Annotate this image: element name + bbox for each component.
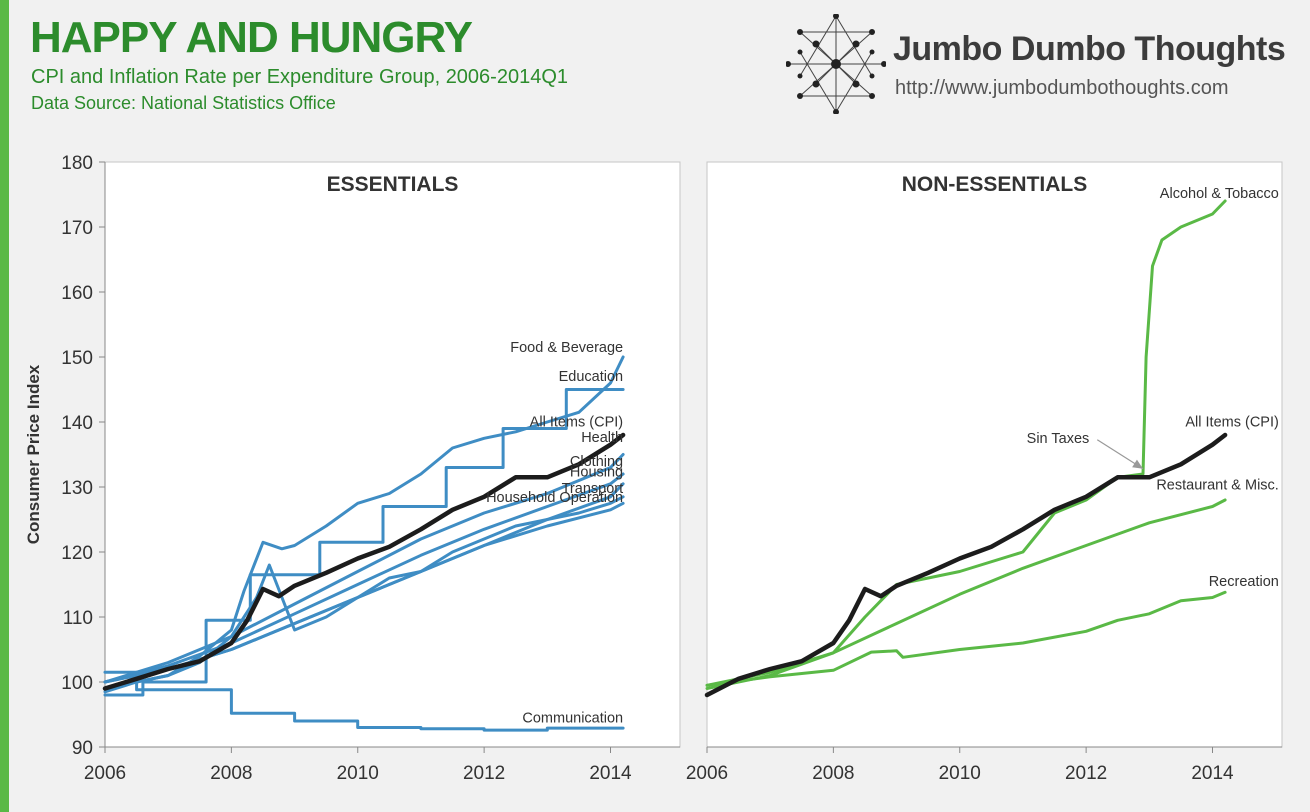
series-label-clothing: Clothing — [570, 454, 623, 470]
x-tick-label: 2012 — [1065, 763, 1107, 784]
series-line-health — [103, 453, 625, 684]
brand-name: Jumbo Dumbo Thoughts — [893, 30, 1286, 68]
series-line-all-items-cpi — [704, 432, 1228, 698]
brand-logo-icon — [786, 14, 886, 114]
brand-url: http://www.jumbodumbothoughts.com — [895, 77, 1229, 99]
series-label-transport: Transport — [562, 481, 624, 497]
series-line-recreation — [705, 590, 1227, 687]
y-tick-label: 110 — [63, 608, 93, 629]
series-label-household-operation: Household Operation — [486, 490, 623, 506]
series-label-alcohol-tobacco: Alcohol & Tobacco — [1160, 186, 1279, 202]
panel-title: NON-ESSENTIALS — [902, 173, 1088, 196]
y-tick-label: 120 — [61, 543, 93, 564]
series-label-recreation: Recreation — [1209, 574, 1279, 590]
x-tick-label: 2008 — [812, 763, 854, 784]
series-label-education: Education — [559, 369, 624, 385]
panel-title: ESSENTIALS — [327, 173, 459, 196]
series-label-all-items-cpi: All Items (CPI) — [1185, 415, 1278, 431]
series-line-education — [103, 388, 625, 697]
x-tick-label: 2006 — [84, 763, 126, 784]
x-tick-label: 2010 — [939, 763, 981, 784]
page-subtitle: CPI and Inflation Rate per Expenditure G… — [31, 66, 569, 88]
series-label-food-beverage: Food & Beverage — [510, 340, 623, 356]
series-line-transport — [103, 495, 625, 690]
y-tick-label: 140 — [61, 413, 93, 434]
annotation-arrowhead — [1132, 459, 1143, 469]
y-tick-label: 130 — [61, 478, 93, 499]
x-tick-label: 2012 — [463, 763, 505, 784]
x-tick-label: 2014 — [589, 763, 632, 784]
series-label-restaurant-misc: Restaurant & Misc. — [1156, 478, 1279, 494]
series-line-clothing — [103, 472, 625, 684]
y-tick-label: 90 — [72, 738, 93, 759]
y-tick-label: 160 — [61, 283, 93, 304]
series-label-housing: Housing — [570, 465, 623, 481]
x-tick-label: 2010 — [337, 763, 379, 784]
series-line-all-items-cpi — [102, 432, 626, 691]
y-tick-label: 170 — [61, 218, 93, 239]
page-title: HAPPY AND HUNGRY — [30, 13, 473, 62]
x-tick-label: 2014 — [1191, 763, 1234, 784]
y-tick-label: 150 — [61, 348, 93, 369]
x-tick-label: 2006 — [686, 763, 728, 784]
data-source: Data Source: National Statistics Office — [31, 93, 336, 113]
y-tick-label: 100 — [61, 673, 93, 694]
panel-essentials: ESSENTIALS 2006 2008 2010 2012 2014 90 100 110 12… — [24, 153, 681, 784]
panel-non-essentials: NON-ESSENTIALS 2006 2008 2010 2012 2014 Alcoho… — [686, 161, 1283, 784]
series-label-health: Health — [581, 430, 623, 446]
annotation-sin-taxes: Sin Taxes — [1027, 431, 1090, 447]
series-label-communication: Communication — [522, 710, 623, 726]
series-label-all-items-cpi: All Items (CPI) — [530, 415, 623, 431]
x-tick-label: 2008 — [210, 763, 252, 784]
accent-bar — [0, 0, 9, 812]
y-axis-label: Consumer Price Index — [24, 364, 43, 544]
series-line-alcohol-tobacco — [705, 199, 1227, 690]
series-line-communication — [103, 670, 625, 732]
y-tick-label: 180 — [61, 153, 93, 174]
plot-area — [706, 161, 1283, 748]
